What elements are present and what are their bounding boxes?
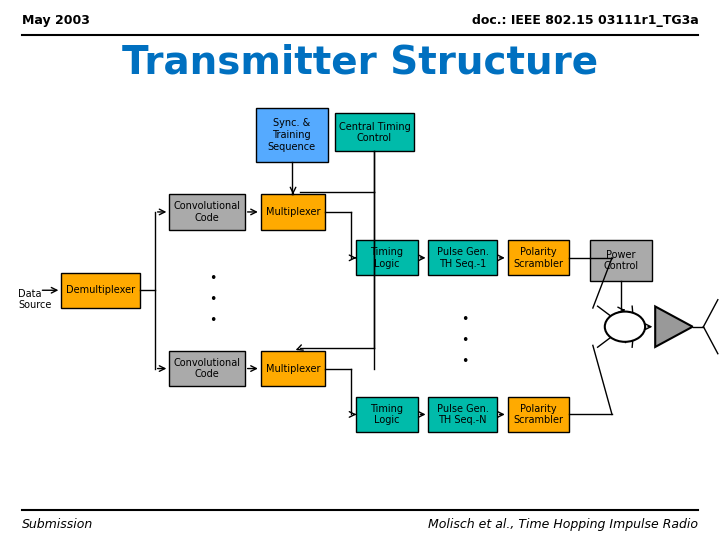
Text: Convolutional
Code: Convolutional Code — [174, 357, 240, 379]
Text: Convolutional
Code: Convolutional Code — [174, 201, 240, 223]
FancyBboxPatch shape — [261, 351, 325, 386]
Text: Pulse Gen.
TH Seq.-N: Pulse Gen. TH Seq.-N — [436, 403, 489, 426]
Text: Transmitter Structure: Transmitter Structure — [122, 43, 598, 81]
Text: Polarity
Scrambler: Polarity Scrambler — [513, 247, 563, 269]
Text: Timing
Logic: Timing Logic — [371, 403, 403, 426]
FancyBboxPatch shape — [256, 108, 328, 162]
Text: Polarity
Scrambler: Polarity Scrambler — [513, 403, 563, 426]
Text: Multiplexer: Multiplexer — [266, 363, 320, 374]
Text: Power
Control: Power Control — [603, 249, 639, 271]
Text: •
•
•: • • • — [461, 313, 468, 368]
Text: •
•
•: • • • — [209, 272, 216, 327]
Text: Timing
Logic: Timing Logic — [371, 247, 403, 269]
FancyBboxPatch shape — [61, 273, 140, 308]
FancyBboxPatch shape — [508, 240, 569, 275]
Text: doc.: IEEE 802.15 03111r1_TG3a: doc.: IEEE 802.15 03111r1_TG3a — [472, 14, 698, 27]
FancyBboxPatch shape — [261, 194, 325, 230]
Text: Central Timing
Control: Central Timing Control — [338, 122, 410, 143]
FancyBboxPatch shape — [169, 351, 245, 386]
Text: Data
Source: Data Source — [18, 289, 51, 310]
FancyBboxPatch shape — [169, 194, 245, 230]
FancyBboxPatch shape — [335, 113, 414, 151]
FancyBboxPatch shape — [428, 397, 497, 432]
FancyBboxPatch shape — [428, 240, 497, 275]
Text: May 2003: May 2003 — [22, 14, 89, 27]
FancyBboxPatch shape — [356, 240, 418, 275]
Circle shape — [605, 312, 645, 342]
Text: Pulse Gen.
TH Seq.-1: Pulse Gen. TH Seq.-1 — [436, 247, 489, 269]
FancyBboxPatch shape — [590, 240, 652, 281]
Polygon shape — [655, 306, 693, 347]
Text: Molisch et al., Time Hopping Impulse Radio: Molisch et al., Time Hopping Impulse Rad… — [428, 518, 698, 531]
Text: Submission: Submission — [22, 518, 93, 531]
Text: Sync. &
Training
Sequence: Sync. & Training Sequence — [268, 118, 315, 152]
Text: Multiplexer: Multiplexer — [266, 207, 320, 217]
FancyBboxPatch shape — [508, 397, 569, 432]
FancyBboxPatch shape — [356, 397, 418, 432]
Text: Demultiplexer: Demultiplexer — [66, 285, 135, 295]
